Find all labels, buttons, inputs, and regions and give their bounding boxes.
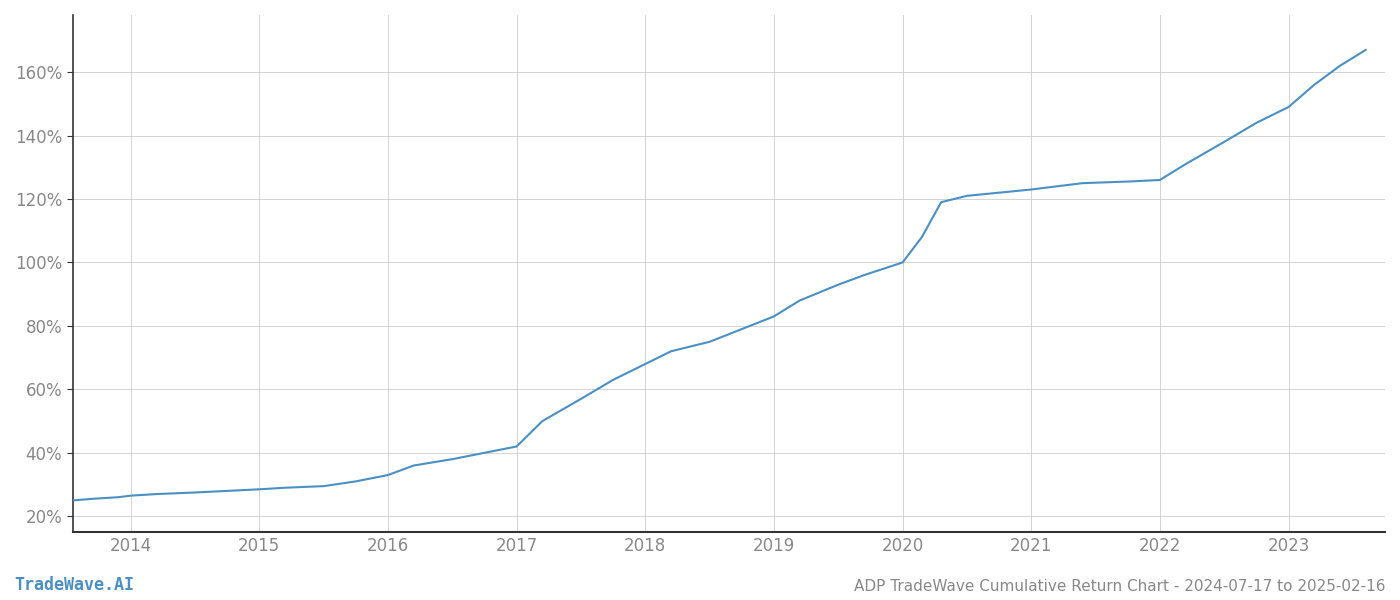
Text: ADP TradeWave Cumulative Return Chart - 2024-07-17 to 2025-02-16: ADP TradeWave Cumulative Return Chart - … bbox=[854, 579, 1386, 594]
Text: TradeWave.AI: TradeWave.AI bbox=[14, 576, 134, 594]
